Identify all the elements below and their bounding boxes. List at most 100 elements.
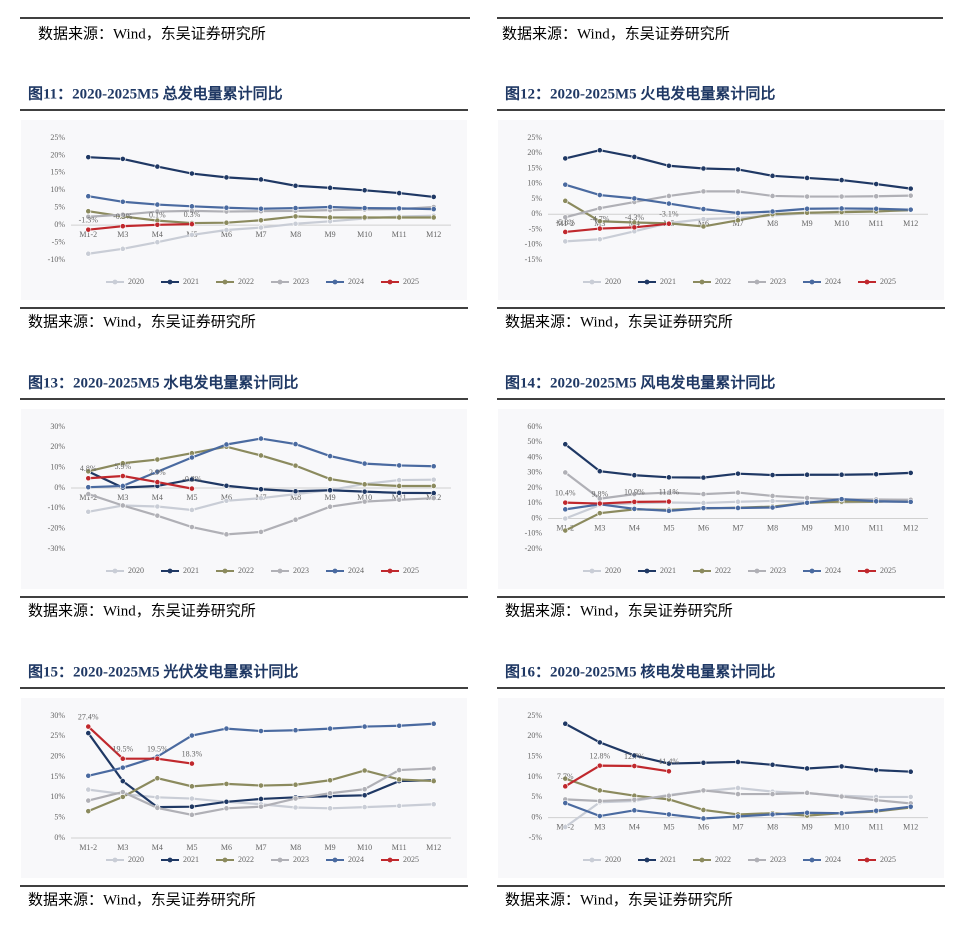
x-tick-label: M8 xyxy=(290,843,301,852)
legend-label: 2025 xyxy=(880,277,896,286)
x-tick-label: M7 xyxy=(732,219,743,228)
point xyxy=(258,529,264,535)
point xyxy=(596,762,603,769)
point xyxy=(361,498,368,505)
y-tick-label: 0% xyxy=(531,209,542,218)
point xyxy=(119,502,126,509)
x-tick-label: M6 xyxy=(221,843,232,852)
point xyxy=(327,487,333,494)
point xyxy=(907,192,914,199)
point xyxy=(666,193,672,199)
point xyxy=(258,176,264,183)
series-line xyxy=(564,764,670,788)
point xyxy=(430,476,437,483)
legend-label: 2024 xyxy=(348,855,364,864)
legend-marker xyxy=(699,568,705,574)
point xyxy=(189,803,195,810)
legend-label: 2025 xyxy=(403,277,419,286)
point xyxy=(396,776,403,783)
legend-marker xyxy=(754,568,760,574)
y-tick-label: 0% xyxy=(54,220,65,229)
y-tick-label: 5% xyxy=(54,812,65,821)
x-tick-label: M8 xyxy=(767,219,778,228)
x-tick-label: M6 xyxy=(221,493,232,502)
x-tick-label: M5 xyxy=(186,843,197,852)
y-tick-label: 5% xyxy=(531,792,542,801)
y-tick-label: 10% xyxy=(50,185,65,194)
y-tick-label: 15% xyxy=(527,751,542,760)
legend-marker xyxy=(387,857,393,863)
x-tick-label: M7 xyxy=(255,230,266,239)
point xyxy=(631,498,638,505)
data-label: 5.9% xyxy=(114,462,131,471)
x-tick-label: M3 xyxy=(117,230,128,239)
point xyxy=(562,506,569,513)
legend-label: 2023 xyxy=(293,277,309,286)
x-tick-label: M7 xyxy=(255,843,266,852)
legend-label: 2021 xyxy=(183,277,199,286)
point xyxy=(189,783,195,790)
y-tick-label: 0% xyxy=(54,833,65,842)
point xyxy=(596,147,603,154)
point xyxy=(596,510,603,517)
point xyxy=(838,810,845,817)
data-label: -1.3% xyxy=(79,216,99,225)
point xyxy=(700,787,707,794)
point xyxy=(562,783,569,790)
point xyxy=(292,220,299,227)
point xyxy=(85,484,92,491)
point xyxy=(666,200,672,207)
point xyxy=(396,802,403,809)
point xyxy=(873,767,880,773)
point xyxy=(838,177,845,183)
point xyxy=(907,206,914,213)
legend-label: 2020 xyxy=(605,855,621,864)
point xyxy=(258,782,264,789)
legend-marker xyxy=(277,857,283,863)
y-tick-label: 20% xyxy=(527,483,542,492)
legend-marker xyxy=(167,857,173,863)
point xyxy=(873,498,880,505)
point xyxy=(562,197,569,204)
y-tick-label: -5% xyxy=(52,237,66,246)
point xyxy=(700,807,707,813)
x-tick-label: M12 xyxy=(426,843,441,852)
y-tick-label: -20% xyxy=(48,523,66,532)
point xyxy=(666,768,672,775)
figure-title: 图11：2020-2025M5 总发电量累计同比 xyxy=(28,84,283,102)
point xyxy=(361,205,368,211)
legend-label: 2023 xyxy=(293,566,309,575)
x-tick-label: M11 xyxy=(392,843,407,852)
legend-label: 2022 xyxy=(238,855,254,864)
y-tick-label: 10% xyxy=(527,772,542,781)
point xyxy=(154,221,161,228)
point xyxy=(700,759,707,766)
point xyxy=(189,507,195,513)
legend-marker xyxy=(864,857,870,863)
point xyxy=(907,185,914,192)
x-tick-label: M5 xyxy=(186,493,197,502)
point xyxy=(154,468,161,475)
y-tick-label: 60% xyxy=(527,422,542,431)
point xyxy=(804,175,810,181)
legend-marker xyxy=(699,857,705,863)
point xyxy=(666,811,672,818)
point xyxy=(223,798,230,805)
legend-marker xyxy=(644,568,650,574)
data-label: 19.5% xyxy=(147,745,168,754)
legend-label: 2021 xyxy=(660,277,676,286)
point xyxy=(85,797,92,804)
point xyxy=(907,803,914,810)
data-label: 0.1% xyxy=(149,211,166,220)
x-tick-label: M1-2 xyxy=(79,493,97,502)
point xyxy=(223,441,230,448)
point xyxy=(700,165,707,172)
data-label: -0.3% xyxy=(182,474,202,483)
point xyxy=(85,193,92,200)
y-tick-label: 20% xyxy=(50,751,65,760)
legend-label: 2025 xyxy=(880,855,896,864)
y-tick-label: 20% xyxy=(527,148,542,157)
point xyxy=(258,495,264,502)
legend-marker xyxy=(167,568,173,574)
point xyxy=(396,205,403,212)
